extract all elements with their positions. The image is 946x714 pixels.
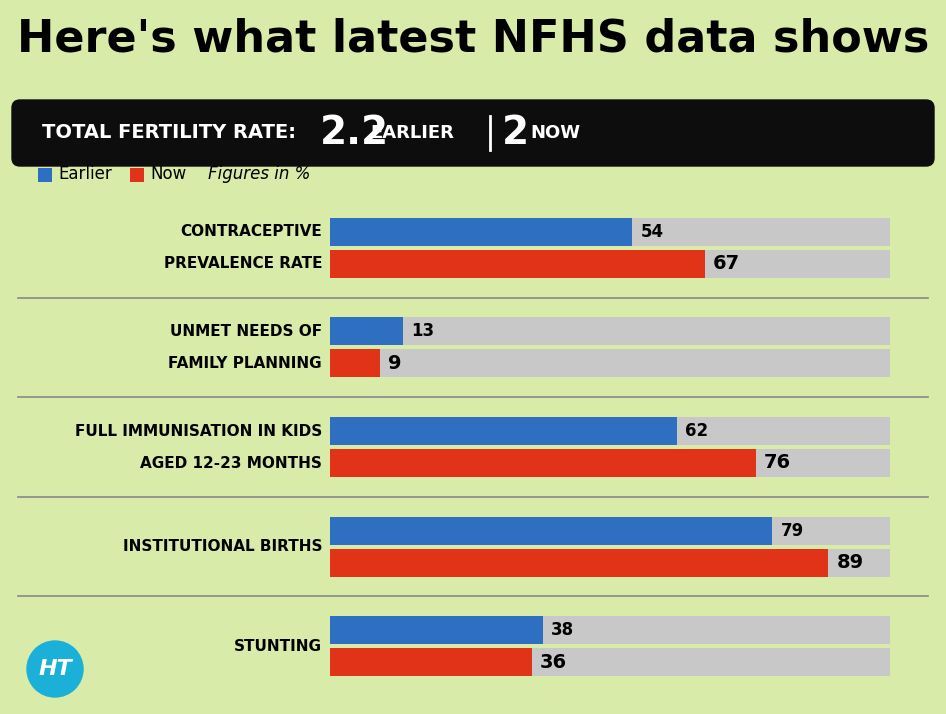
Text: 2.2: 2.2 [320,114,389,152]
Text: 54: 54 [640,223,663,241]
Text: PREVALENCE RATE: PREVALENCE RATE [164,256,322,271]
Text: 2: 2 [502,114,529,152]
FancyBboxPatch shape [330,548,890,577]
Text: FULL IMMUNISATION IN KIDS: FULL IMMUNISATION IN KIDS [75,423,322,438]
Text: 13: 13 [411,323,434,341]
FancyBboxPatch shape [330,517,772,545]
FancyBboxPatch shape [330,548,829,577]
Text: Now: Now [150,165,186,183]
FancyBboxPatch shape [330,318,890,346]
FancyBboxPatch shape [330,250,705,278]
Text: CONTRACEPTIVE: CONTRACEPTIVE [181,224,322,239]
Text: NOW: NOW [530,124,580,142]
Text: 67: 67 [713,254,741,273]
FancyBboxPatch shape [330,417,677,445]
Text: UNMET NEEDS OF: UNMET NEEDS OF [170,324,322,339]
FancyBboxPatch shape [330,250,890,278]
Circle shape [27,641,83,697]
Text: Earlier: Earlier [58,165,112,183]
Text: FAMILY PLANNING: FAMILY PLANNING [168,356,322,371]
Text: 9: 9 [389,354,402,373]
FancyBboxPatch shape [330,218,890,246]
FancyBboxPatch shape [330,517,890,545]
Text: Figures in %: Figures in % [208,165,310,183]
FancyBboxPatch shape [130,168,144,182]
Text: 36: 36 [539,653,567,672]
Text: 79: 79 [780,522,804,540]
Text: 76: 76 [763,453,791,473]
Text: 62: 62 [685,422,709,440]
FancyBboxPatch shape [330,648,532,676]
Text: 38: 38 [551,621,574,639]
Text: TOTAL FERTILITY RATE:: TOTAL FERTILITY RATE: [42,124,296,143]
FancyBboxPatch shape [330,318,403,346]
FancyBboxPatch shape [330,349,380,378]
FancyBboxPatch shape [330,449,756,477]
Text: Here's what latest NFHS data shows: Here's what latest NFHS data shows [17,18,929,61]
FancyBboxPatch shape [330,349,890,378]
Text: AGED 12-23 MONTHS: AGED 12-23 MONTHS [140,456,322,471]
FancyBboxPatch shape [330,218,632,246]
FancyBboxPatch shape [330,417,890,445]
Text: INSTITUTIONAL BIRTHS: INSTITUTIONAL BIRTHS [122,539,322,554]
Text: 89: 89 [836,553,864,572]
Text: STUNTING: STUNTING [234,639,322,654]
FancyBboxPatch shape [330,616,890,644]
FancyBboxPatch shape [38,168,52,182]
FancyBboxPatch shape [330,449,890,477]
Text: HT: HT [38,659,72,679]
Text: EARLIER: EARLIER [370,124,454,142]
FancyBboxPatch shape [330,648,890,676]
FancyBboxPatch shape [330,616,543,644]
FancyBboxPatch shape [12,100,934,166]
